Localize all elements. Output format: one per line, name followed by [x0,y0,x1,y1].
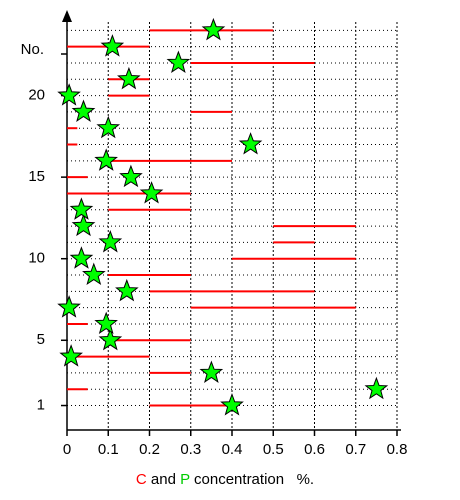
x-tick-label: 0.3 [180,441,201,458]
x-tick-label: 0.4 [222,441,243,458]
y-tick-label: 1 [37,396,45,413]
p-star [139,181,164,204]
p-star [364,376,389,400]
x-title-part: and [147,471,180,488]
p-star [57,83,81,106]
y-axis-arrow [62,10,72,22]
y-tick-label: 5 [37,331,45,348]
p-star [201,17,226,41]
p-star [71,99,96,122]
x-tick-label: 0 [63,441,71,458]
p-star [69,197,94,220]
p-star [94,311,118,335]
p-star [94,148,118,171]
p-star [115,278,139,302]
p-star [98,229,123,253]
x-tick-label: 0.8 [387,441,408,458]
x-tick-label: 0.2 [139,441,160,458]
p-star [117,66,141,90]
x-title-part: concentration %. [190,471,314,488]
p-star [238,132,263,155]
p-star [166,50,191,73]
p-star [82,262,106,286]
p-star [69,246,94,269]
x-title-p: P [180,471,190,488]
p-star [98,327,123,351]
y-tick-label: 15 [28,168,45,185]
p-star [220,393,244,416]
x-tick-label: 0.7 [345,441,366,458]
p-star [71,213,96,237]
x-tick-label: 0.5 [263,441,284,458]
x-title-c: C [136,471,147,488]
p-star [199,360,224,383]
p-star [119,164,143,188]
y-axis-title: No. [21,41,44,58]
x-axis-title: C and P concentration %. [136,471,314,488]
p-star [96,115,121,139]
x-tick-label: 0.1 [98,441,119,458]
y-tick-label: 10 [28,250,45,267]
x-tick-label: 0.6 [304,441,325,458]
p-star [100,34,125,57]
p-star [59,344,83,367]
y-tick-label: 20 [28,87,45,104]
p-star [57,295,81,318]
